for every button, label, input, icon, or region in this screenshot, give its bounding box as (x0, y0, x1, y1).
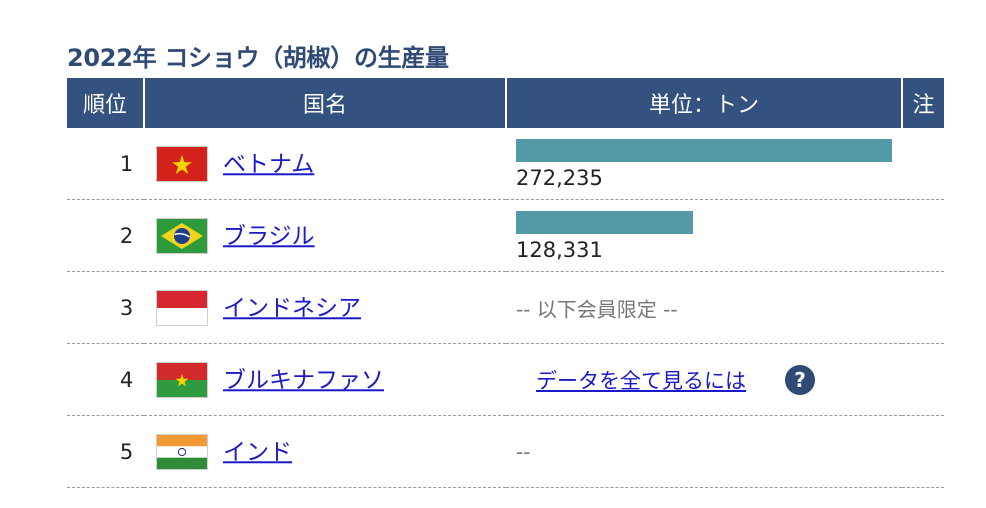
country-cell: インド (144, 415, 506, 488)
value-cell: -- (506, 415, 902, 488)
note-cell (902, 128, 944, 200)
vietnam-flag-icon (156, 145, 208, 182)
country-cell: インドネシア (144, 271, 506, 344)
country-link-indonesia[interactable]: インドネシア (223, 294, 361, 321)
country-cell: ブルキナファソ (144, 343, 506, 416)
note-cell (902, 271, 944, 344)
value-placeholder: -- (516, 439, 531, 464)
help-question-icon[interactable]: ? (785, 364, 815, 395)
brazil-flag-icon (156, 217, 208, 254)
ranking-table: 順位 国名 単位：トン 注 1 ベトナム 272,235 (67, 78, 944, 488)
burkina-faso-flag-icon (156, 361, 208, 398)
value-cell: 272,235 (506, 128, 902, 200)
table-row: 1 ベトナム 272,235 (67, 128, 944, 200)
header-rank: 順位 (67, 78, 145, 128)
value-cell: -- 以下会員限定 -- (506, 271, 902, 344)
value-cell: データを全て見るには ? (506, 343, 902, 416)
india-flag-icon (156, 433, 208, 470)
header-unit: 単位：トン (506, 78, 903, 128)
table-row: 4 ブルキナファソ データを全て見るには ? (67, 343, 944, 416)
value-cell: 128,331 (506, 199, 902, 272)
value-bar (516, 211, 693, 234)
table-row: 5 インド -- (67, 415, 944, 488)
value-bar (516, 139, 892, 162)
country-link-brazil[interactable]: ブラジル (223, 222, 315, 249)
value-number: 128,331 (516, 238, 603, 262)
rank-cell: 5 (67, 415, 144, 488)
page-title: 2022年 コショウ（胡椒）の生産量 (67, 44, 449, 72)
table-row: 3 インドネシア -- 以下会員限定 -- (67, 271, 944, 344)
indonesia-flag-icon (156, 289, 208, 326)
country-cell: ベトナム (144, 128, 506, 200)
table-row: 2 ブラジル 128,331 (67, 199, 944, 272)
country-cell: ブラジル (144, 199, 506, 272)
country-link-vietnam[interactable]: ベトナム (223, 150, 315, 177)
country-link-burkina-faso[interactable]: ブルキナファソ (223, 366, 384, 393)
value-number: 272,235 (516, 166, 603, 190)
header-row: 順位 国名 単位：トン 注 (67, 78, 944, 128)
note-cell (902, 415, 944, 488)
rank-cell: 2 (67, 199, 144, 272)
country-link-india[interactable]: インド (223, 438, 292, 465)
rank-cell: 1 (67, 128, 144, 200)
members-only-text: -- 以下会員限定 -- (516, 297, 678, 321)
header-note: 注 (902, 78, 944, 128)
header-country: 国名 (144, 78, 507, 128)
note-cell (902, 343, 944, 416)
note-cell (902, 199, 944, 272)
rank-cell: 4 (67, 343, 144, 416)
rank-cell: 3 (67, 271, 144, 344)
view-all-data-link[interactable]: データを全て見るには (536, 368, 746, 393)
